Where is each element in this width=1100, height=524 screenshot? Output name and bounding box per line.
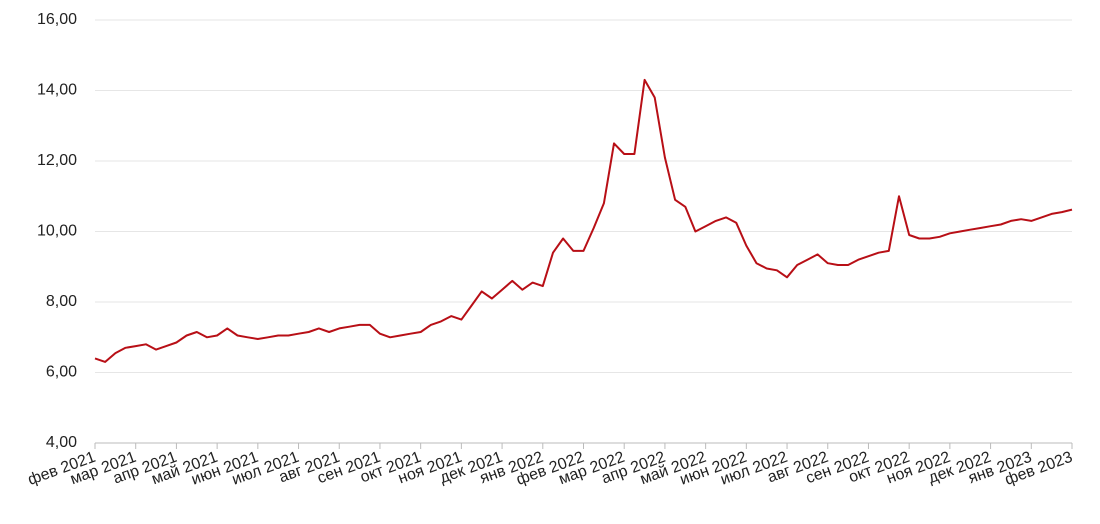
y-tick-label: 8,00 (46, 293, 77, 310)
y-tick-label: 6,00 (46, 364, 77, 381)
y-tick-label: 14,00 (37, 82, 77, 99)
y-tick-label: 10,00 (37, 223, 77, 240)
y-tick-label: 16,00 (37, 11, 77, 28)
line-series (94, 78, 1073, 363)
y-tick-label: 12,00 (37, 152, 77, 169)
y-tick-label: 4,00 (46, 434, 77, 451)
